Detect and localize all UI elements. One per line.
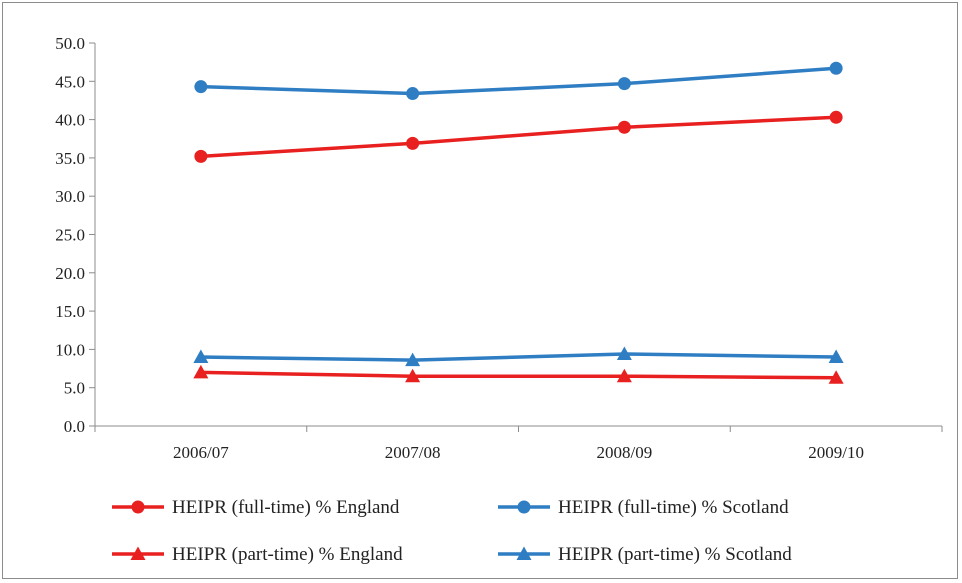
chart-tick-labels: 0.0 5.0 10.0 15.0 20.0 25.0 30.0 35.0 40.0 45.0 50… <box>55 34 864 462</box>
data-point <box>406 87 420 101</box>
data-point <box>193 364 209 379</box>
y-tick-label: 15.0 <box>55 302 85 321</box>
x-tick-label: 2009/10 <box>808 443 864 462</box>
data-point <box>405 368 421 383</box>
y-tick-label: 5.0 <box>64 379 85 398</box>
series-line <box>200 370 837 380</box>
data-point <box>194 80 208 94</box>
y-tick-label: 35.0 <box>55 149 85 168</box>
series-0 <box>194 110 843 163</box>
series-1 <box>194 61 843 101</box>
legend-item: HEIPR (part-time) % England <box>112 544 403 565</box>
y-tick-label: 10.0 <box>55 340 85 359</box>
legend-swatch-marker <box>130 546 146 560</box>
data-point <box>616 368 632 383</box>
chart-legend: HEIPR (full-time) % England HEIPR (full-t… <box>112 497 792 565</box>
y-tick-label: 20.0 <box>55 264 85 283</box>
series-2 <box>193 364 844 384</box>
y-tick-label: 45.0 <box>55 72 85 91</box>
y-tick-label: 0.0 <box>64 417 85 436</box>
series-line <box>200 352 837 362</box>
legend-label: HEIPR (full-time) % England <box>172 497 400 518</box>
series-3 <box>193 346 844 367</box>
x-tick-label: 2007/08 <box>385 443 441 462</box>
y-tick-label: 40.0 <box>55 111 85 130</box>
legend-label: HEIPR (part-time) % England <box>172 544 403 565</box>
data-point <box>194 149 208 163</box>
data-point <box>617 120 631 134</box>
data-point <box>406 136 420 150</box>
legend-item: HEIPR (full-time) % England <box>112 497 400 518</box>
legend-swatch-marker <box>517 500 531 514</box>
data-point <box>193 349 209 364</box>
legend-swatch-marker <box>131 500 145 514</box>
series-line <box>200 66 837 96</box>
y-tick-label: 30.0 <box>55 187 85 206</box>
legend-label: HEIPR (part-time) % Scotland <box>558 544 792 565</box>
data-point <box>829 110 843 124</box>
chart-series <box>193 61 844 384</box>
data-point <box>829 61 843 75</box>
legend-item: HEIPR (full-time) % Scotland <box>498 497 789 518</box>
x-tick-label: 2006/07 <box>173 443 229 462</box>
data-point <box>828 370 844 384</box>
data-point <box>828 349 844 364</box>
data-point <box>405 352 421 367</box>
legend-label: HEIPR (full-time) % Scotland <box>558 497 789 518</box>
y-tick-label: 25.0 <box>55 226 85 245</box>
series-line <box>200 115 837 159</box>
data-point <box>616 346 632 360</box>
y-tick-label: 50.0 <box>55 34 85 53</box>
chart-axes <box>89 42 943 432</box>
x-tick-label: 2008/09 <box>597 443 653 462</box>
data-point <box>617 77 631 91</box>
legend-item: HEIPR (part-time) % Scotland <box>498 544 792 565</box>
legend-swatch-marker <box>516 546 532 560</box>
